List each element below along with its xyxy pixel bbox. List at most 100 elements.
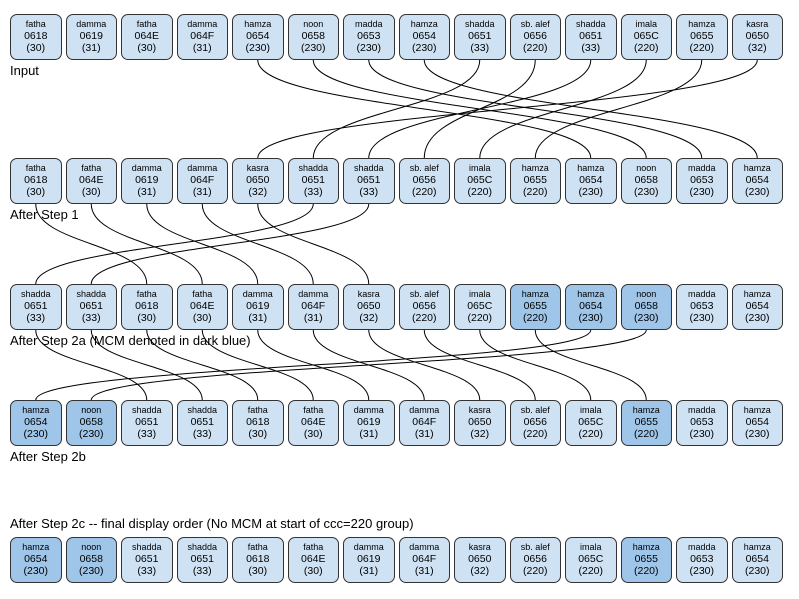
edge	[480, 330, 591, 400]
caption-4: After Step 2c -- final display order (No…	[10, 516, 414, 531]
cell-name: shadda	[76, 289, 106, 300]
edge	[535, 330, 646, 400]
cell-name: imala	[635, 19, 657, 30]
cell-ccc: (33)	[470, 42, 489, 55]
cell-ccc: (230)	[245, 42, 270, 55]
cell-4-0: hamza0654(230)	[10, 537, 62, 583]
cell-3-0: hamza0654(230)	[10, 400, 62, 446]
cell-2-3: fatha064E(30)	[177, 284, 229, 330]
cell-code: 0650	[746, 30, 769, 43]
cell-name: sb. alef	[521, 19, 550, 30]
cell-ccc: (220)	[412, 186, 437, 199]
cell-code: 0658	[635, 300, 658, 313]
cell-4-10: imala065C(220)	[565, 537, 617, 583]
cell-3-9: sb. alef0656(220)	[510, 400, 562, 446]
cell-4-13: hamza0654(230)	[732, 537, 784, 583]
cell-ccc: (33)	[26, 312, 45, 325]
cell-ccc: (230)	[578, 186, 603, 199]
cell-ccc: (30)	[137, 312, 156, 325]
edge	[91, 204, 369, 284]
cell-ccc: (230)	[689, 565, 714, 578]
cell-3-7: damma064F(31)	[399, 400, 451, 446]
cell-ccc: (220)	[523, 42, 548, 55]
cell-ccc: (230)	[634, 186, 659, 199]
cell-code: 0654	[413, 30, 436, 43]
cell-name: hamza	[744, 405, 771, 416]
cell-ccc: (30)	[137, 42, 156, 55]
cell-name: noon	[636, 289, 656, 300]
cell-2-12: madda0653(230)	[676, 284, 728, 330]
cell-code: 0619	[80, 30, 103, 43]
cell-code: 0654	[746, 416, 769, 429]
cell-code: 0656	[524, 30, 547, 43]
cell-code: 064E	[301, 416, 326, 429]
cell-name: shadda	[465, 19, 495, 30]
cell-name: shadda	[298, 163, 328, 174]
cell-code: 065C	[634, 30, 659, 43]
cell-4-5: fatha064E(30)	[288, 537, 340, 583]
cell-4-3: shadda0651(33)	[177, 537, 229, 583]
cell-3-2: shadda0651(33)	[121, 400, 173, 446]
cell-2-4: damma0619(31)	[232, 284, 284, 330]
cell-3-8: kasra0650(32)	[454, 400, 506, 446]
cell-ccc: (230)	[79, 565, 104, 578]
cell-ccc: (220)	[523, 565, 548, 578]
cell-code: 064F	[412, 416, 436, 429]
cell-3-12: madda0653(230)	[676, 400, 728, 446]
cell-ccc: (31)	[415, 565, 434, 578]
cell-0-4: hamza0654(230)	[232, 14, 284, 60]
cell-code: 0653	[690, 300, 713, 313]
cell-ccc: (230)	[23, 428, 48, 441]
cell-0-1: damma0619(31)	[66, 14, 118, 60]
cell-name: kasra	[469, 405, 491, 416]
cell-code: 064F	[190, 174, 214, 187]
cell-0-11: imala065C(220)	[621, 14, 673, 60]
cell-ccc: (230)	[578, 312, 603, 325]
cell-name: hamza	[22, 405, 49, 416]
cell-2-7: sb. alef0656(220)	[399, 284, 451, 330]
cell-1-6: shadda0651(33)	[343, 158, 395, 204]
cell-2-8: imala065C(220)	[454, 284, 506, 330]
cell-ccc: (32)	[359, 312, 378, 325]
cell-ccc: (31)	[193, 186, 212, 199]
cell-ccc: (220)	[634, 565, 659, 578]
cell-ccc: (33)	[193, 428, 212, 441]
cell-name: noon	[636, 163, 656, 174]
cell-code: 064E	[79, 174, 104, 187]
cell-ccc: (33)	[82, 312, 101, 325]
cell-ccc: (230)	[745, 428, 770, 441]
edge	[258, 330, 369, 400]
cell-name: shadda	[187, 405, 217, 416]
cell-code: 0655	[635, 553, 658, 566]
cell-code: 0654	[746, 300, 769, 313]
cell-2-13: hamza0654(230)	[732, 284, 784, 330]
cell-ccc: (32)	[748, 42, 767, 55]
cell-code: 0658	[80, 416, 103, 429]
cell-code: 0658	[635, 174, 658, 187]
cell-1-0: fatha0618(30)	[10, 158, 62, 204]
cell-code: 0654	[24, 416, 47, 429]
cell-code: 0655	[524, 174, 547, 187]
cell-name: fatha	[248, 542, 268, 553]
cell-3-1: noon0658(230)	[66, 400, 118, 446]
cell-0-5: noon0658(230)	[288, 14, 340, 60]
cell-code: 0619	[246, 300, 269, 313]
cell-name: hamza	[577, 289, 604, 300]
cell-ccc: (31)	[304, 312, 323, 325]
cell-ccc: (220)	[634, 42, 659, 55]
cell-code: 0651	[191, 416, 214, 429]
cell-code: 065C	[467, 174, 492, 187]
cell-4-4: fatha0618(30)	[232, 537, 284, 583]
cell-name: hamza	[633, 542, 660, 553]
cell-0-6: madda0653(230)	[343, 14, 395, 60]
cell-name: kasra	[746, 19, 768, 30]
cell-code: 0650	[246, 174, 269, 187]
cell-ccc: (220)	[523, 186, 548, 199]
cell-ccc: (30)	[248, 428, 267, 441]
cell-code: 0653	[690, 174, 713, 187]
cell-4-7: damma064F(31)	[399, 537, 451, 583]
cell-name: fatha	[26, 163, 46, 174]
cell-ccc: (31)	[82, 42, 101, 55]
cell-1-8: imala065C(220)	[454, 158, 506, 204]
cell-name: fatha	[137, 289, 157, 300]
